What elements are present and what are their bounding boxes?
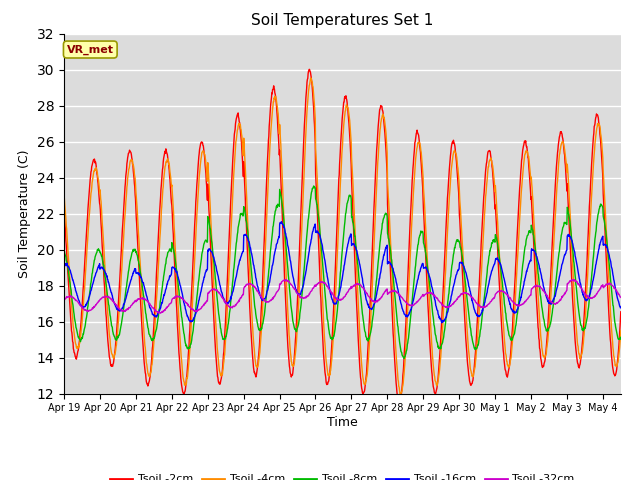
Legend: Tsoil -2cm, Tsoil -4cm, Tsoil -8cm, Tsoil -16cm, Tsoil -32cm: Tsoil -2cm, Tsoil -4cm, Tsoil -8cm, Tsoi… [106, 470, 579, 480]
Tsoil -32cm [221, 300, 229, 305]
Tsoil -2cm [271, 91, 279, 97]
Tsoil -32cm [157, 311, 164, 316]
Line: Tsoil -8cm: Tsoil -8cm [64, 186, 621, 359]
Tsoil -16cm [544, 299, 552, 304]
Tsoil -4cm [482, 191, 490, 196]
Line: Tsoil -16cm: Tsoil -16cm [64, 222, 621, 323]
Tsoil -4cm [307, 75, 315, 81]
Tsoil -4cm [617, 328, 625, 334]
Tsoil -4cm [396, 392, 404, 397]
Tsoil -16cm [482, 294, 490, 300]
Tsoil -4cm [544, 338, 552, 344]
X-axis label: Time: Time [327, 416, 358, 429]
Tsoil -32cm [161, 307, 168, 313]
Tsoil -32cm [283, 277, 291, 283]
Tsoil -16cm [171, 265, 179, 271]
Tsoil -8cm [400, 356, 408, 361]
Tsoil -4cm [221, 352, 228, 358]
Text: VR_met: VR_met [67, 44, 114, 55]
Tsoil -8cm [310, 183, 317, 189]
Tsoil -4cm [160, 174, 168, 180]
Tsoil -32cm [617, 294, 625, 300]
Tsoil -8cm [60, 248, 68, 253]
Tsoil -8cm [160, 272, 168, 277]
Tsoil -32cm [482, 303, 490, 309]
Tsoil -16cm [617, 305, 625, 311]
Tsoil -2cm [160, 154, 168, 159]
Y-axis label: Soil Temperature (C): Soil Temperature (C) [18, 149, 31, 278]
Tsoil -8cm [271, 208, 279, 214]
Tsoil -2cm [617, 309, 625, 315]
Tsoil -8cm [171, 251, 179, 256]
Tsoil -4cm [271, 95, 279, 100]
Tsoil -16cm [438, 320, 445, 325]
Tsoil -2cm [171, 257, 179, 263]
Line: Tsoil -32cm: Tsoil -32cm [64, 280, 621, 313]
Tsoil -2cm [544, 324, 552, 330]
Tsoil -16cm [60, 263, 68, 268]
Tsoil -16cm [271, 248, 279, 253]
Line: Tsoil -4cm: Tsoil -4cm [64, 78, 621, 395]
Tsoil -32cm [272, 292, 280, 298]
Tsoil -16cm [221, 298, 228, 304]
Tsoil -16cm [278, 219, 285, 225]
Tsoil -2cm [221, 334, 228, 339]
Tsoil -32cm [60, 297, 68, 303]
Tsoil -8cm [544, 326, 552, 332]
Tsoil -32cm [171, 294, 179, 300]
Tsoil -2cm [395, 400, 403, 406]
Tsoil -2cm [60, 204, 68, 210]
Tsoil -4cm [171, 228, 179, 234]
Tsoil -8cm [617, 336, 625, 342]
Tsoil -2cm [482, 165, 490, 170]
Tsoil -8cm [221, 336, 228, 342]
Tsoil -8cm [482, 278, 490, 284]
Tsoil -16cm [160, 292, 168, 298]
Title: Soil Temperatures Set 1: Soil Temperatures Set 1 [252, 13, 433, 28]
Tsoil -4cm [60, 190, 68, 195]
Tsoil -2cm [305, 66, 313, 72]
Line: Tsoil -2cm: Tsoil -2cm [64, 69, 621, 403]
Tsoil -32cm [544, 295, 552, 300]
